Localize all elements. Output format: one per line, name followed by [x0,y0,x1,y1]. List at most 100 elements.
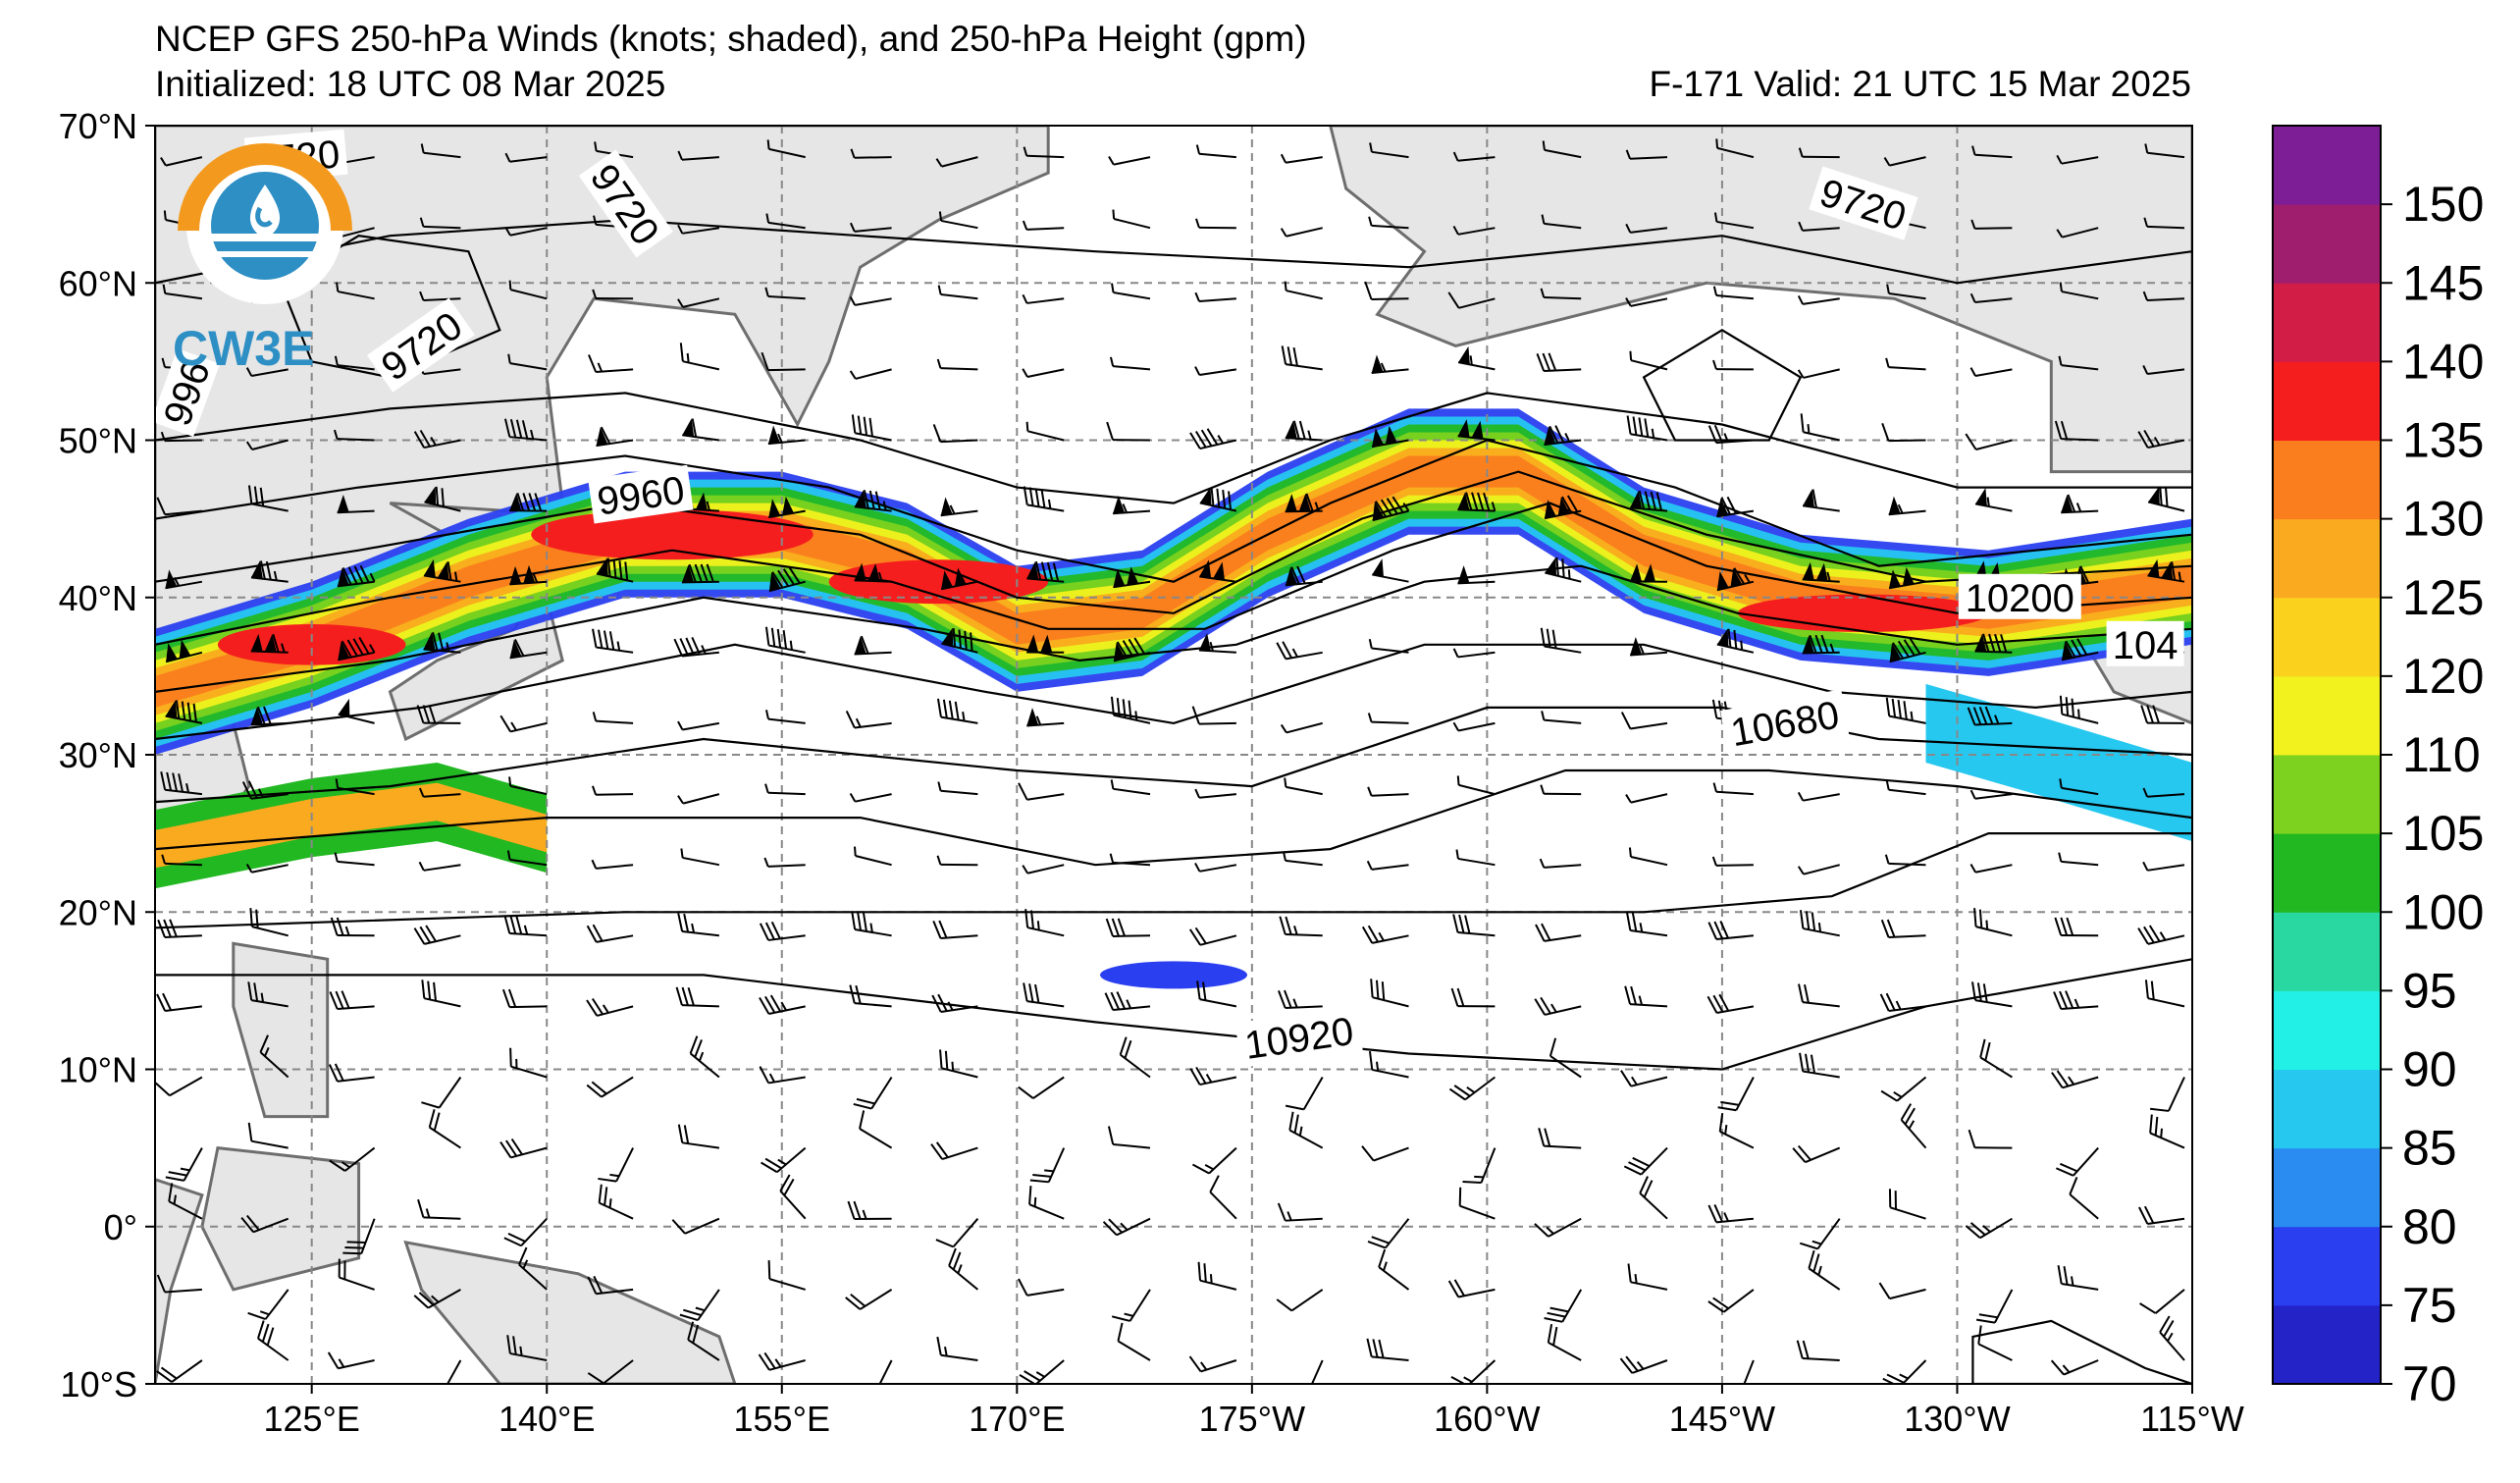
wind-barb [250,706,289,726]
wind-barb [1547,1324,1582,1361]
wind-barb [1450,1359,1496,1384]
wind-barb [1971,145,2013,159]
wind-barb [759,921,806,941]
wind-barb [937,285,978,300]
wind-barb [592,785,634,796]
wind-barb [1968,1129,2013,1149]
wind-barb [1028,1186,1065,1220]
wind-barb [1626,415,1668,442]
wind-barb [509,564,548,586]
wind-barb [859,1110,893,1149]
wind-barb [679,1289,720,1321]
wind-barb [418,787,461,798]
wind-barb [2059,282,2099,300]
wind-barb [508,280,548,300]
wind-barb [1284,777,1323,796]
wind-barb [1452,914,1496,937]
wind-barb [1457,565,1496,585]
wind-barb [1371,354,1409,375]
wind-barb [1022,864,1065,874]
wind-barb [156,1274,202,1294]
wind-barb [1886,284,1926,300]
wind-barb [1022,293,1065,304]
wind-barb [156,497,202,516]
wind-barb [2051,1070,2099,1089]
wind-barb [1900,1103,1927,1149]
wind-barb [1372,496,1410,522]
wind-barb [845,710,892,729]
colorbar-label: 150 [2402,177,2484,232]
wind-barb [1029,1147,1066,1184]
wind-barb [1970,981,2013,1008]
wind-barb [2057,1265,2099,1291]
wind-barb [1023,982,1065,1008]
colorbar-segment [2273,833,2381,913]
wind-barb [767,1260,806,1291]
wind-barb [938,211,978,230]
jet-core-max [217,623,406,665]
wind-barb [155,1076,203,1097]
wind-barb [850,148,892,159]
wind-barb [247,1122,289,1149]
wind-barb [2056,227,2099,238]
wind-barb [418,861,461,872]
lat-label: 10°N [59,1050,137,1090]
wind-barb [1802,634,1840,655]
land-layer [155,126,2192,1384]
wind-barb [1109,356,1151,371]
colorbar-label: 70 [2402,1356,2457,1411]
wind-barb [250,633,289,654]
colorbar-segment [2273,518,2381,599]
wind-barb [2059,695,2099,724]
wind-barb [765,710,806,724]
wind-barb [1026,560,1065,583]
wind-barb [160,431,202,443]
wind-barb [1797,295,1840,305]
wind-barb [1620,712,1668,730]
wind-barb [1199,559,1237,583]
wind-barb [1284,281,1323,300]
wind-barb [2056,154,2099,165]
wind-barb [1625,793,1668,804]
wind-barb [1280,227,1323,238]
lon-label: 170°E [969,1399,1065,1439]
wind-barb [1018,1076,1065,1099]
wind-barb [328,1063,375,1083]
wind-barb [1969,292,2013,303]
wind-barb [586,997,634,1017]
wind-barb [598,1147,634,1183]
lat-label: 0° [104,1207,137,1247]
wind-barb [333,429,375,442]
wind-barb [240,1214,289,1234]
wind-barb [1967,706,2013,726]
wind-barb [337,494,375,514]
wind-barb [1447,291,1496,309]
wind-barb [334,355,375,371]
colorbar-segment [2273,990,2381,1070]
wind-barb [671,1217,720,1235]
wind-barb [764,783,806,796]
wind-barb [2069,1177,2099,1220]
colorbar-segment [2273,361,2381,441]
wind-barb [250,560,289,583]
wind-barb [1457,345,1496,371]
wind-barb [2142,861,2185,872]
wind-barb [334,852,375,867]
colorbar-label: 80 [2402,1199,2457,1254]
wind-barb [165,639,203,663]
wind-barb [1195,144,1236,159]
landmass [1329,126,2192,474]
wind-barb [1367,786,1409,797]
wind-barb [768,496,806,519]
wind-barb [1368,639,1409,654]
cw3e-logo-icon [178,143,352,304]
lat-label: 40°N [59,578,137,618]
wind-barb [675,986,719,1008]
wind-barb [1361,1145,1409,1162]
logo-text: CW3E [173,321,314,376]
lat-label: 30°N [59,735,137,775]
wind-barb [1974,488,2013,512]
wind-barb [761,351,806,372]
wind-barb [329,1146,376,1172]
